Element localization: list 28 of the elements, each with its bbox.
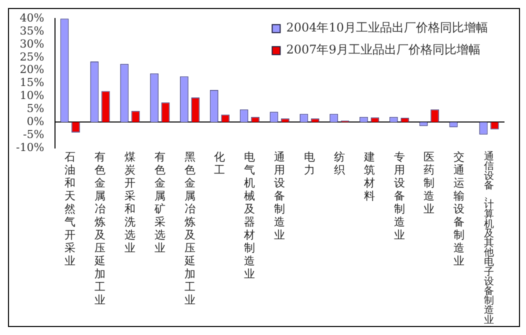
x-tick-label: 有色金属矿采选业 xyxy=(153,150,166,254)
category-label: 通信设备、计算机及其他电子设备制造业 xyxy=(484,152,494,326)
category-label: 有色金属冶炼及压延加工业 xyxy=(94,150,106,306)
legend-label: 2007年9月工业品出厂价格同比增幅 xyxy=(286,42,480,57)
x-tick-label: 专用设备制造业 xyxy=(394,150,405,242)
legend-label: 2004年10月工业品出厂价格同比增幅 xyxy=(286,20,488,35)
category-label: 黑色金属冶炼及压延加工业 xyxy=(184,150,196,306)
x-tick-label: 纺织 xyxy=(334,150,345,176)
y-tick-label: 20% xyxy=(20,63,44,76)
y-tick-label: 25% xyxy=(20,50,44,64)
x-tick-label: 通用设备制造业 xyxy=(274,150,286,242)
y-tick-label: 15% xyxy=(20,76,44,90)
category-label: 交通运输设备制造业 xyxy=(454,150,465,268)
y-tick-label: -10% xyxy=(16,140,44,154)
y-tick-label: 40% xyxy=(20,11,44,24)
y-tick-label: 5% xyxy=(26,102,44,116)
x-tick-label: 电力 xyxy=(304,150,316,176)
category-label: 电气机械及器材制造业 xyxy=(244,150,256,280)
x-tick-label: 化工 xyxy=(214,150,226,176)
y-tick-label: 35% xyxy=(20,24,44,38)
y-tick-label: 30% xyxy=(20,37,44,50)
x-tick-label: 建筑材料 xyxy=(362,150,375,202)
y-tick-label: 0% xyxy=(26,114,44,128)
y-tick-label: -5% xyxy=(22,128,44,141)
x-tick-label: 医药制造业 xyxy=(424,150,435,216)
x-tick-label: 煤炭开采和洗选业 xyxy=(124,150,136,254)
category-label: 石油和天然气开采业 xyxy=(64,150,76,268)
y-tick-label: 10% xyxy=(20,89,44,102)
